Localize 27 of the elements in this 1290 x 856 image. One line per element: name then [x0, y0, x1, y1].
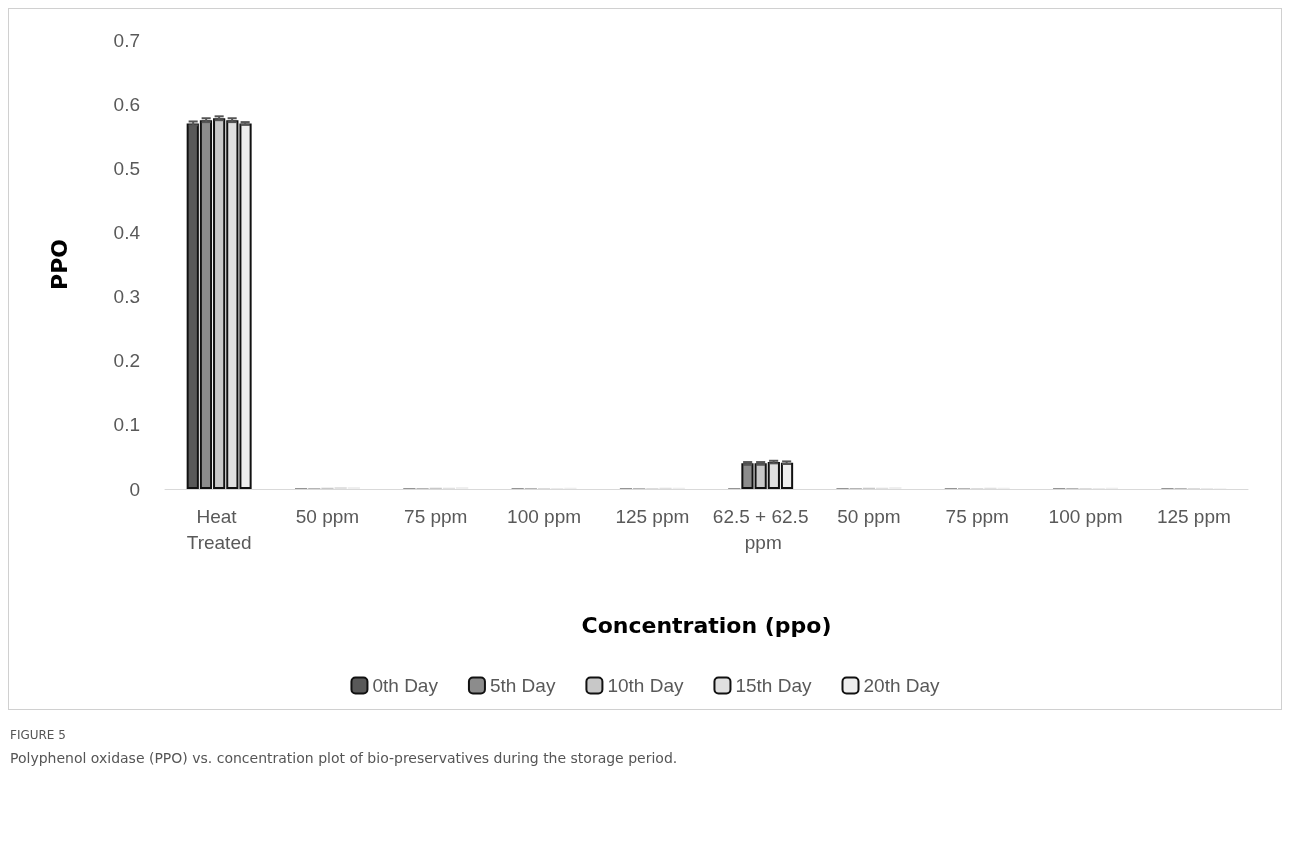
x-tick-label: 75 ppm: [945, 505, 1009, 527]
x-axis-title: Concentration (ppo): [581, 612, 832, 638]
x-tick-label: 125 ppm: [615, 505, 690, 527]
legend-label: 0th Day: [372, 675, 439, 696]
x-tick-label: Heat Treated: [186, 505, 252, 553]
y-axis-title: PPO: [46, 239, 72, 290]
x-tick-label: 100 ppm: [507, 505, 582, 527]
y-tick-label: 0.1: [113, 414, 140, 436]
text: Polyphenol oxidase (PPO) vs. concentration plot of bio-preservatives during the storage period.: [10, 750, 678, 766]
x-tick-label: 62.5 + 62.5 ppm: [712, 505, 809, 553]
y-tick-label: 0.6: [113, 93, 140, 115]
y-tick-label: 0.3: [113, 286, 140, 308]
legend-label: 20th Day: [863, 675, 941, 696]
y-tick-label: 0.7: [113, 29, 140, 51]
legend-label: 5th Day: [489, 675, 556, 696]
x-tick-label: 50 ppm: [295, 505, 360, 527]
legend-label: 15th Day: [735, 675, 812, 696]
legend-label: 10th Day: [607, 675, 684, 696]
caption: FIGURE 5: [10, 728, 66, 742]
y-tick-label: 0.4: [113, 221, 141, 243]
x-tick-label: 100 ppm: [1048, 505, 1123, 527]
x-tick-label: 75 ppm: [404, 505, 468, 527]
y-tick-label: 0: [129, 478, 140, 500]
x-tick-label: 125 ppm: [1156, 505, 1231, 527]
x-tick-label: 50 ppm: [837, 505, 901, 527]
y-tick-label: 0.2: [113, 350, 140, 372]
y-tick-label: 0.5: [113, 157, 140, 179]
